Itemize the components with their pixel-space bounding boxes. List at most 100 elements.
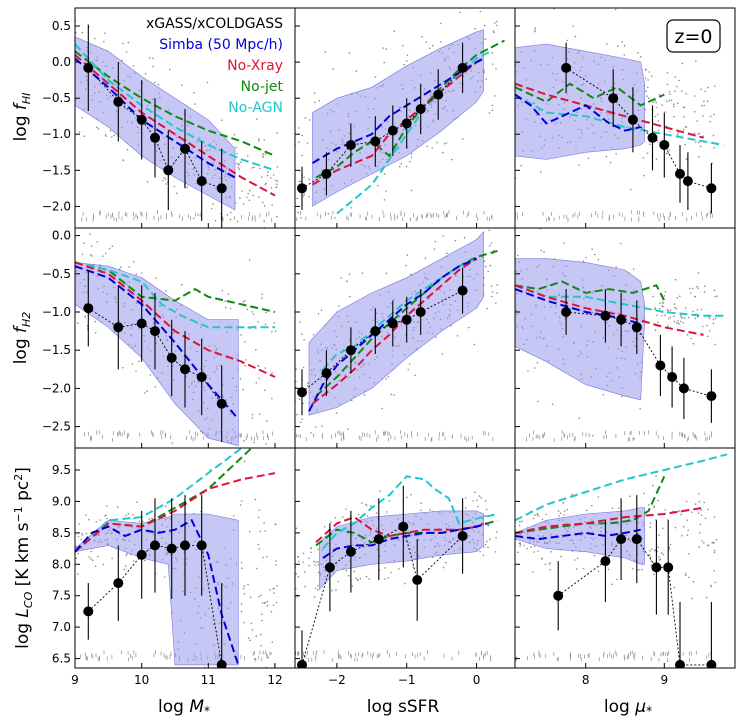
y-tick-label: −1.0 [42, 127, 71, 141]
line-no-xray [515, 82, 704, 139]
scatter-point [532, 571, 534, 573]
scatter-point [102, 255, 104, 257]
line-simba [515, 288, 641, 325]
scatter-point [701, 104, 703, 107]
scatter-point [647, 97, 650, 99]
scatter-point [387, 577, 390, 579]
scatter-point [251, 167, 254, 169]
scatter-point [258, 139, 260, 142]
scatter-point [701, 514, 703, 517]
obs-line [557, 538, 712, 666]
scatter-point [700, 308, 703, 311]
scatter-point [496, 284, 498, 286]
scatter-point [255, 635, 258, 637]
y-tick-label: 0.0 [52, 229, 71, 243]
scatter-point [440, 41, 442, 43]
obs-point [297, 659, 307, 668]
scatter-point [474, 491, 476, 493]
scatter-point [388, 500, 391, 502]
scatter-point [713, 113, 715, 116]
obs-point [627, 114, 638, 125]
scatter-point [261, 297, 263, 299]
scatter-point [236, 152, 238, 155]
obs-point [216, 659, 227, 668]
panel-plot-area [75, 233, 277, 447]
scatter-point [267, 656, 270, 659]
scatter-point [683, 106, 686, 108]
scatter-point [694, 295, 696, 298]
scatter-point [229, 307, 232, 310]
obs-point [180, 143, 190, 154]
scatter-point [645, 90, 647, 92]
line-simba [515, 93, 641, 132]
scatter-point [491, 291, 494, 293]
scatter-point [638, 569, 640, 571]
scatter-point [629, 188, 632, 191]
line-no-xray [515, 284, 704, 336]
scatter-point [697, 512, 700, 514]
scatter-point [410, 153, 413, 155]
scatter-point [661, 314, 663, 317]
scatter-point [405, 264, 407, 267]
scatter-point [365, 504, 368, 507]
scatter-point [434, 240, 437, 243]
scatter-point [186, 186, 188, 188]
scatter-point [272, 604, 275, 606]
scatter-point [703, 501, 705, 504]
scatter-point [308, 178, 311, 181]
scatter-point [558, 515, 560, 517]
y-axis-label-lco: log LCO [K km s−1 pc2] [12, 467, 35, 649]
scatter-point [492, 30, 495, 32]
scatter-point [697, 287, 699, 289]
scatter-point [683, 116, 685, 118]
panel-r1c2 [514, 227, 736, 449]
obs-point [387, 318, 398, 329]
scatter-point [267, 171, 269, 173]
scatter-point [425, 41, 428, 43]
scatter-point [257, 365, 260, 368]
scatter-point [377, 184, 379, 187]
scatter-point [699, 523, 702, 526]
scatter-point [467, 326, 470, 329]
scatter-point [398, 165, 401, 168]
scatter-point [393, 394, 395, 396]
scatter-point [91, 255, 93, 257]
scatter-point [249, 639, 251, 642]
scatter-point [563, 510, 566, 512]
scatter-point [361, 272, 364, 274]
scatter-point [488, 112, 491, 114]
scatter-point [297, 211, 299, 214]
scatter-point [494, 22, 496, 24]
scatter-point [649, 526, 651, 528]
scatter-point [591, 504, 593, 507]
obs-point [216, 398, 227, 409]
scatter-point [365, 503, 367, 506]
scatter-point [297, 560, 300, 563]
scatter-point [300, 180, 302, 182]
scatter-point [464, 497, 467, 499]
scatter-point [681, 317, 684, 319]
scatter-point [713, 289, 716, 292]
scatter-point [235, 146, 237, 149]
scatter-point [543, 251, 545, 253]
x-axis-label-ssfr: log sSFR [367, 697, 440, 717]
scatter-point [643, 174, 645, 177]
scatter-point [327, 212, 330, 215]
scatter-point [226, 214, 229, 216]
scatter-point [88, 518, 90, 521]
scatter-point [243, 460, 246, 463]
scatter-point [356, 579, 359, 581]
scatter-point [381, 407, 384, 410]
scatter-point [332, 68, 335, 70]
scatter-point [271, 641, 274, 643]
scatter-point [666, 72, 669, 74]
scatter-point [563, 242, 565, 244]
scatter-point [650, 560, 652, 562]
obs-point [678, 383, 689, 394]
obs-point [180, 364, 190, 375]
scatter-point [615, 266, 617, 269]
scatter-point [258, 377, 260, 379]
scatter-point [484, 543, 487, 546]
scatter-point [263, 204, 266, 207]
scatter-point [97, 128, 100, 130]
